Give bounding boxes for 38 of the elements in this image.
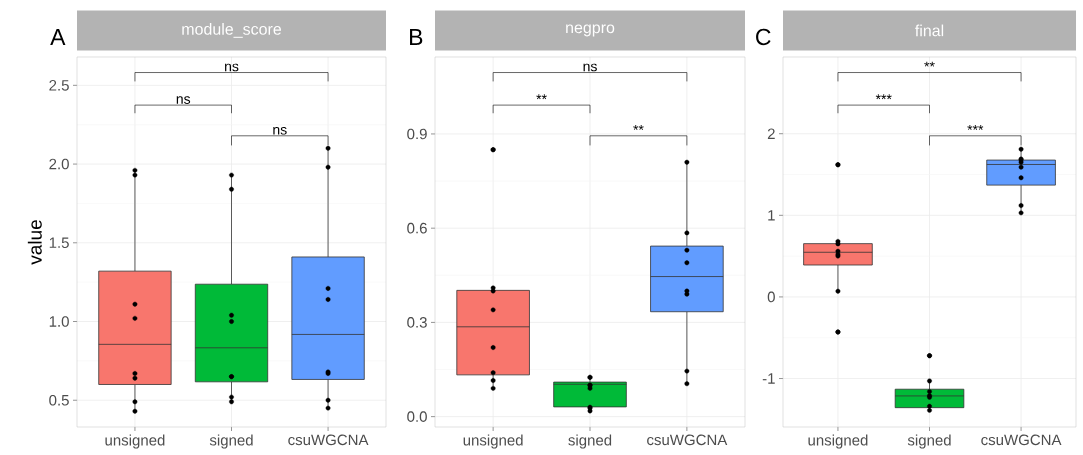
y-tick-label: 1.5 xyxy=(49,237,69,249)
y-tick-label: 2 xyxy=(767,128,775,139)
annotation: *** xyxy=(875,94,892,100)
text: B xyxy=(410,29,423,45)
text: A xyxy=(50,29,66,45)
y-tick-label: 0.3 xyxy=(407,317,427,328)
x-tick-label: unsigned xyxy=(808,434,868,449)
annotation: *** xyxy=(967,124,984,130)
x-tick-label: signed xyxy=(907,434,951,449)
chart-title: module_score xyxy=(182,23,282,38)
y-tick-label: -1 xyxy=(762,373,775,384)
x-tick-label: unsigned xyxy=(105,434,165,449)
x-tick-label: csuWGCNA xyxy=(288,434,369,446)
y-tick-label: 0.6 xyxy=(407,222,427,234)
annotation: ns xyxy=(583,63,597,72)
y-tick-label: 0.5 xyxy=(49,394,69,406)
annotation: ** xyxy=(924,61,935,67)
y-axis-title: value xyxy=(27,220,42,265)
text: C xyxy=(756,28,771,46)
x-tick-label: csuWGCNA xyxy=(981,434,1062,446)
y-tick-label: 0.0 xyxy=(407,411,427,422)
chart-title: negpro xyxy=(566,24,615,37)
annotation: ** xyxy=(633,124,644,130)
x-tick-label: csuWGCNA xyxy=(647,434,728,446)
chart-title: final xyxy=(915,24,944,37)
x-tick-label: signed xyxy=(568,434,612,449)
annotation: ns xyxy=(176,96,191,104)
y-tick-label: 2.0 xyxy=(49,158,69,170)
y-tick-label: 0 xyxy=(767,291,775,303)
x-tick-label: unsigned xyxy=(463,434,523,449)
y-tick-label: 0.9 xyxy=(407,128,427,140)
y-tick-label: 2.5 xyxy=(49,80,69,91)
annotation: ns xyxy=(273,126,287,135)
y-tick-label: 1 xyxy=(768,210,775,221)
annotation: ** xyxy=(536,94,547,100)
annotation: ns xyxy=(225,63,239,72)
y-tick-label: 1.0 xyxy=(49,316,69,327)
x-tick-label: signed xyxy=(209,434,253,449)
